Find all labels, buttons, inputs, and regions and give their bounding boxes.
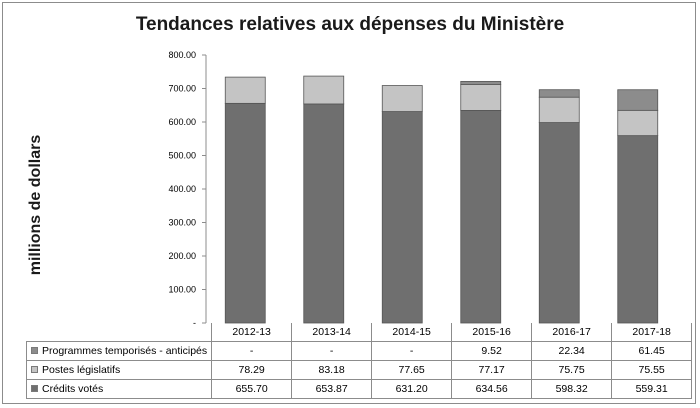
data-label: 83.18 <box>291 360 373 380</box>
bar-segment <box>224 102 266 324</box>
bar-segment <box>617 89 659 111</box>
series-row-credits-votes: Crédits votés 655.70 653.87 631.20 634.5… <box>25 379 693 399</box>
data-label: 75.75 <box>531 360 613 380</box>
data-label: 598.32 <box>531 379 613 399</box>
y-tick-label: 800.00 <box>168 50 196 60</box>
legend-entry: Crédits votés <box>25 379 213 399</box>
category-label: 2012-13 <box>211 323 293 342</box>
data-label: 655.70 <box>211 379 293 399</box>
y-tick-label: 700.00 <box>168 84 196 94</box>
bar-segment <box>460 84 502 111</box>
legend-label: Crédits votés <box>42 383 104 395</box>
bar-segment <box>303 75 345 105</box>
data-label: - <box>211 341 293 361</box>
legend-swatch-icon <box>31 366 38 373</box>
bar-segment <box>617 109 659 137</box>
legend-label: Programmes temporisés - anticipés <box>42 345 208 357</box>
data-label: 22.34 <box>531 341 613 361</box>
legend-swatch-icon <box>31 385 38 392</box>
legend-entry: Postes législatifs <box>25 360 213 380</box>
data-label: 75.55 <box>611 360 693 380</box>
y-tick-label: 600.00 <box>168 117 196 127</box>
bar-segment <box>381 111 423 324</box>
y-tick-label: 100.00 <box>168 285 196 295</box>
bar-segment <box>460 110 502 324</box>
chart-title: Tendances relatives aux dépenses du Mini… <box>135 14 565 35</box>
category-label: 2016-17 <box>531 323 613 342</box>
bar-segment <box>538 122 580 324</box>
data-label: 77.17 <box>451 360 533 380</box>
data-label: - <box>291 341 373 361</box>
bar-segment <box>538 89 580 98</box>
table-corner <box>26 323 213 342</box>
data-label: 61.45 <box>611 341 693 361</box>
y-tick-label: 200.00 <box>168 251 196 261</box>
bar-segment <box>617 135 659 324</box>
bar-segment <box>381 85 423 112</box>
data-label: 631.20 <box>371 379 453 399</box>
bar-segment <box>538 96 580 123</box>
y-tick-label: 400.00 <box>168 184 196 194</box>
data-label: 559.31 <box>611 379 693 399</box>
bar-segment <box>303 103 345 324</box>
series-row-postes-legislatifs: Postes législatifs 78.29 83.18 77.65 77.… <box>25 360 693 380</box>
bar-segment <box>460 80 502 85</box>
y-tick-label: 500.00 <box>168 151 196 161</box>
y-tick-label: 300.00 <box>168 218 196 228</box>
data-table: 2012-13 2013-14 2014-15 2015-16 2016-17 … <box>25 323 693 399</box>
bar-segment <box>224 76 266 104</box>
data-label: 653.87 <box>291 379 373 399</box>
series-row-programmes-temporises: Programmes temporisés - anticipés - - - … <box>25 341 693 361</box>
category-label: 2017-18 <box>611 323 693 342</box>
category-label: 2015-16 <box>451 323 533 342</box>
legend-entry: Programmes temporisés - anticipés <box>25 341 213 361</box>
category-label: 2013-14 <box>291 323 373 342</box>
data-label: 77.65 <box>371 360 453 380</box>
legend-label: Postes législatifs <box>42 364 121 376</box>
data-label: 78.29 <box>211 360 293 380</box>
category-label: 2014-15 <box>371 323 453 342</box>
legend-swatch-icon <box>31 347 38 354</box>
data-label: - <box>371 341 453 361</box>
category-header-row: 2012-13 2013-14 2014-15 2015-16 2016-17 … <box>26 323 693 342</box>
data-label: 634.56 <box>451 379 533 399</box>
data-label: 9.52 <box>451 341 533 361</box>
